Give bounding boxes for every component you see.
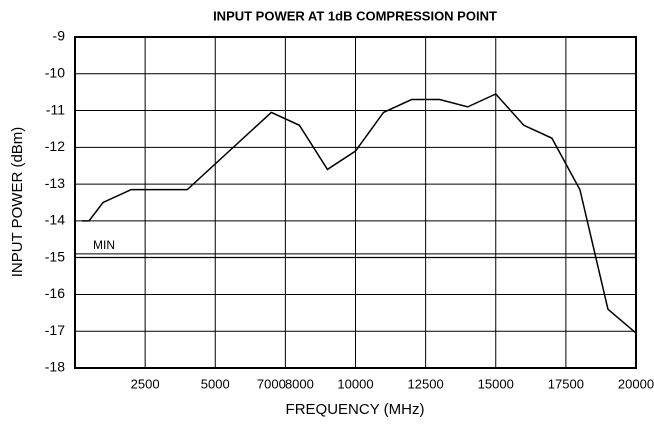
x-tick-label: 20000 xyxy=(618,376,654,391)
x-tick-label: 5000 xyxy=(201,376,230,391)
x-axis-label: FREQUENCY (MHz) xyxy=(286,401,425,418)
y-tick-label: -18 xyxy=(45,359,65,375)
y-tick-label: -15 xyxy=(45,248,65,264)
y-tick-label: -12 xyxy=(45,138,65,154)
data-line xyxy=(82,93,637,334)
x-tick-label: 12500 xyxy=(408,376,444,391)
x-tick-label: 2500 xyxy=(131,376,160,391)
y-axis-label: INPUT POWER (dBm) xyxy=(9,127,26,278)
x-tick-label: 17500 xyxy=(548,376,584,391)
y-tick-label: -10 xyxy=(45,64,65,80)
chart-title: INPUT POWER AT 1dB COMPRESSION POINT xyxy=(213,8,497,23)
y-tick-label: -11 xyxy=(46,101,65,117)
y-tick-label: -14 xyxy=(45,212,65,228)
x-tick-label: 8000 xyxy=(285,376,314,391)
min-label: MIN xyxy=(93,238,115,252)
y-tick-label: -17 xyxy=(45,322,65,338)
x-tick-label: 10000 xyxy=(337,376,373,391)
plot-frame xyxy=(74,36,637,369)
y-tick-label: -16 xyxy=(45,285,65,301)
y-tick-label: -9 xyxy=(53,28,66,44)
x-tick-label: 7000 xyxy=(257,376,286,391)
x-tick-label: 15000 xyxy=(478,376,514,391)
y-tick-label: -13 xyxy=(45,175,65,191)
